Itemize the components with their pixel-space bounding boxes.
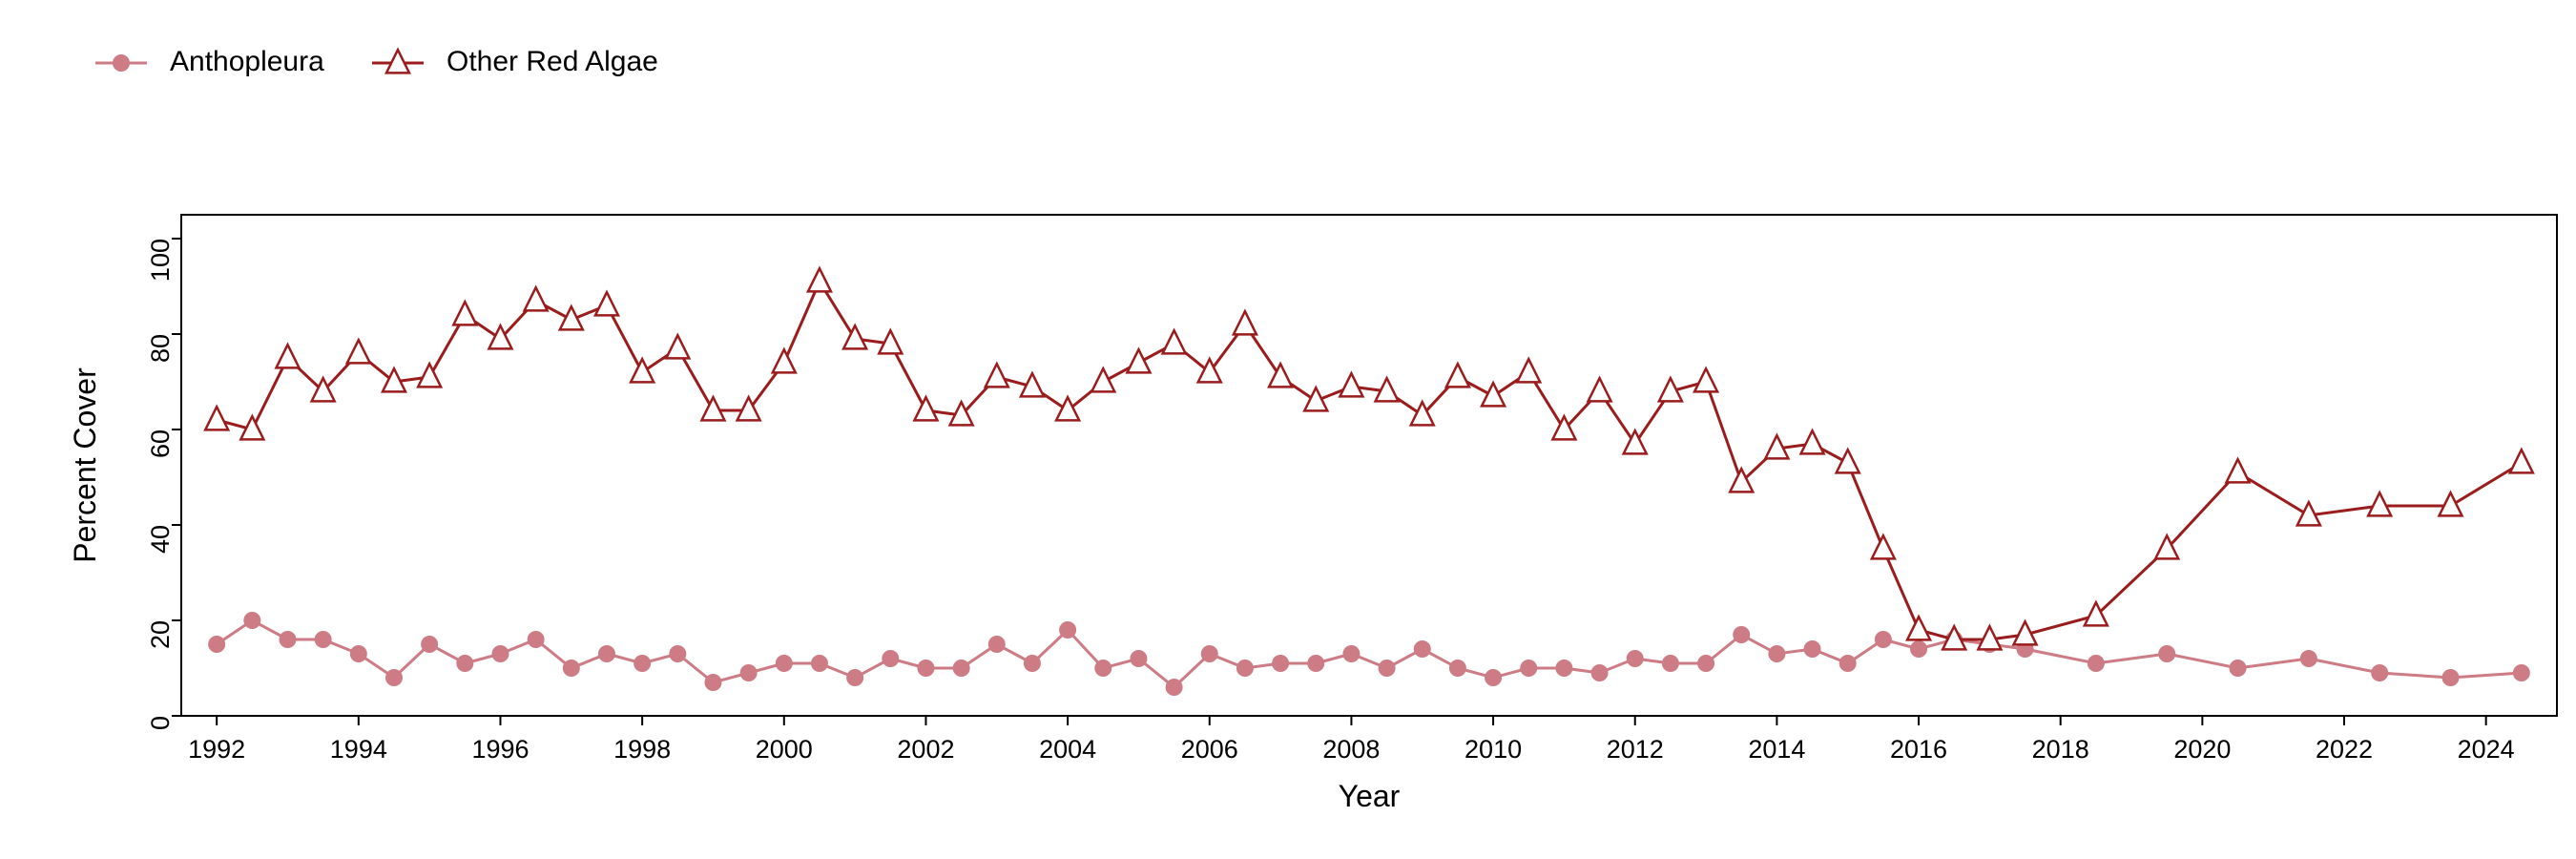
circle-filled-icon xyxy=(2442,669,2460,686)
x-tick-label: 2000 xyxy=(756,735,813,764)
circle-filled-icon xyxy=(1307,655,1324,672)
circle-filled-icon xyxy=(2371,664,2388,681)
circle-filled-icon xyxy=(1094,660,1111,677)
x-tick-label: 2010 xyxy=(1465,735,1522,764)
circle-filled-icon xyxy=(953,660,970,677)
circle-filled-icon xyxy=(1520,660,1537,677)
circle-filled-icon xyxy=(208,636,225,653)
x-axis-title: Year xyxy=(1339,779,1401,813)
circle-filled-icon xyxy=(279,631,296,648)
circle-filled-icon xyxy=(1555,660,1572,677)
circle-filled-icon xyxy=(315,631,332,648)
y-axis-title: Percent Cover xyxy=(68,367,102,563)
x-tick-label: 2008 xyxy=(1322,735,1380,764)
x-tick-label: 2006 xyxy=(1181,735,1238,764)
circle-filled-icon xyxy=(2300,650,2317,667)
circle-filled-icon xyxy=(113,54,130,72)
circle-filled-icon xyxy=(421,636,438,653)
circle-filled-icon xyxy=(598,645,615,662)
circle-filled-icon xyxy=(846,669,863,686)
y-tick-label: 40 xyxy=(146,525,175,554)
x-tick-label: 2014 xyxy=(1748,735,1805,764)
circle-filled-icon xyxy=(1414,640,1431,658)
circle-filled-icon xyxy=(1627,650,1644,667)
circle-filled-icon xyxy=(1662,655,1679,672)
y-tick-label: 60 xyxy=(146,430,175,458)
circle-filled-icon xyxy=(563,660,580,677)
circle-filled-icon xyxy=(1839,655,1857,672)
circle-filled-icon xyxy=(811,655,828,672)
x-tick-label: 2024 xyxy=(2458,735,2515,764)
y-tick-label: 80 xyxy=(146,334,175,363)
x-tick-label: 1996 xyxy=(471,735,529,764)
circle-filled-icon xyxy=(740,664,758,681)
x-tick-label: 2004 xyxy=(1039,735,1096,764)
circle-filled-icon xyxy=(1379,660,1396,677)
circle-filled-icon xyxy=(2513,664,2530,681)
x-tick-label: 2016 xyxy=(1890,735,1947,764)
circle-filled-icon xyxy=(350,645,367,662)
circle-filled-icon xyxy=(776,655,793,672)
x-tick-label: 2002 xyxy=(897,735,954,764)
circle-filled-icon xyxy=(1130,650,1147,667)
circle-filled-icon xyxy=(491,645,509,662)
legend-label: Other Red Algae xyxy=(447,46,658,77)
circle-filled-icon xyxy=(2230,660,2247,677)
x-tick-label: 2012 xyxy=(1607,735,1664,764)
circle-filled-icon xyxy=(1272,655,1289,672)
circle-filled-icon xyxy=(1024,655,1041,672)
circle-filled-icon xyxy=(1910,640,1927,658)
y-tick-label: 0 xyxy=(146,716,175,730)
circle-filled-icon xyxy=(634,655,651,672)
x-tick-label: 2018 xyxy=(2032,735,2089,764)
circle-filled-icon xyxy=(1166,679,1183,696)
circle-filled-icon xyxy=(2158,645,2175,662)
x-tick-label: 1998 xyxy=(613,735,671,764)
x-tick-label: 1992 xyxy=(188,735,245,764)
circle-filled-icon xyxy=(243,612,260,629)
circle-filled-icon xyxy=(1875,631,1892,648)
circle-filled-icon xyxy=(385,669,403,686)
circle-filled-icon xyxy=(988,636,1006,653)
circle-filled-icon xyxy=(1485,669,1502,686)
circle-filled-icon xyxy=(1591,664,1609,681)
circle-filled-icon xyxy=(528,631,545,648)
circle-filled-icon xyxy=(669,645,686,662)
y-tick-label: 20 xyxy=(146,620,175,649)
circle-filled-icon xyxy=(1059,621,1076,639)
circle-filled-icon xyxy=(1449,660,1466,677)
chart-svg: 1992199419961998200020022004200620082010… xyxy=(0,0,2576,859)
circle-filled-icon xyxy=(1697,655,1714,672)
circle-filled-icon xyxy=(882,650,899,667)
x-tick-label: 1994 xyxy=(330,735,387,764)
circle-filled-icon xyxy=(1342,645,1360,662)
circle-filled-icon xyxy=(1768,645,1785,662)
chart-container: 1992199419961998200020022004200620082010… xyxy=(0,0,2576,859)
x-tick-label: 2022 xyxy=(2316,735,2373,764)
circle-filled-icon xyxy=(1804,640,1821,658)
circle-filled-icon xyxy=(704,674,721,691)
circle-filled-icon xyxy=(1733,626,1750,643)
y-tick-label: 100 xyxy=(146,239,175,282)
legend-label: Anthopleura xyxy=(170,46,324,77)
circle-filled-icon xyxy=(2088,655,2105,672)
circle-filled-icon xyxy=(1236,660,1254,677)
x-tick-label: 2020 xyxy=(2173,735,2231,764)
circle-filled-icon xyxy=(456,655,473,672)
circle-filled-icon xyxy=(917,660,934,677)
circle-filled-icon xyxy=(1201,645,1218,662)
